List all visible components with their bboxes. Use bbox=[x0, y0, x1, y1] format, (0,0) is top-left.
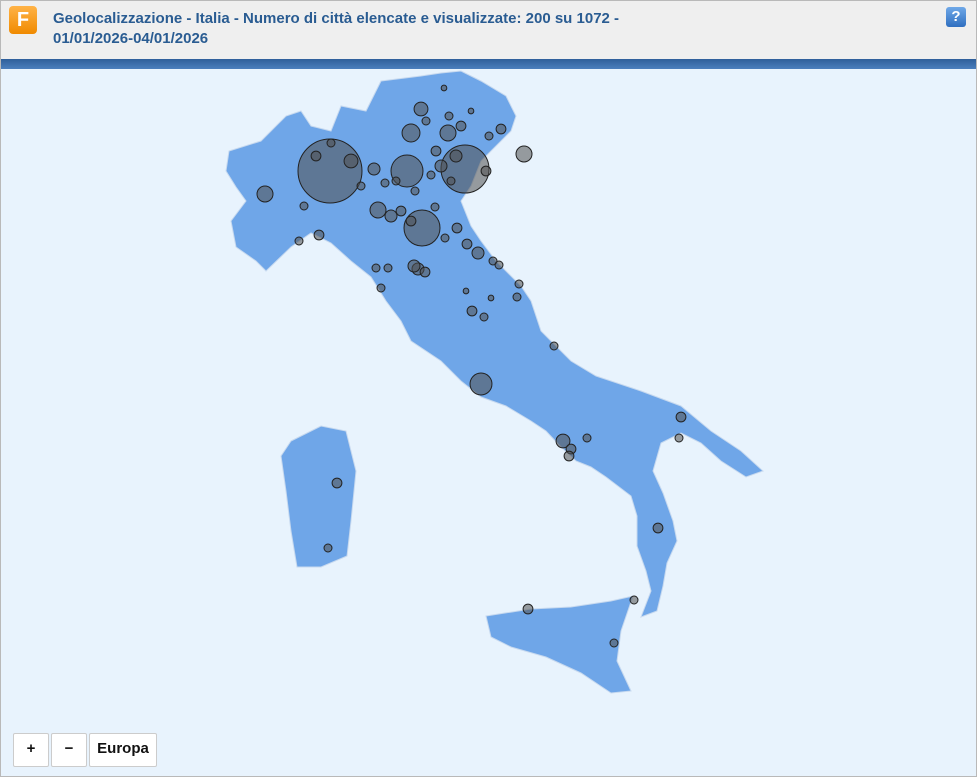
city-marker[interactable] bbox=[582, 433, 592, 443]
city-marker[interactable] bbox=[369, 201, 387, 219]
city-marker[interactable] bbox=[609, 638, 619, 648]
city-marker[interactable] bbox=[391, 176, 401, 186]
city-marker[interactable] bbox=[356, 181, 366, 191]
city-marker[interactable] bbox=[313, 229, 325, 241]
city-marker[interactable] bbox=[434, 159, 448, 173]
city-marker[interactable] bbox=[371, 263, 381, 273]
city-marker[interactable] bbox=[495, 123, 507, 135]
city-marker[interactable] bbox=[512, 292, 522, 302]
city-marker[interactable] bbox=[294, 236, 304, 246]
map bbox=[1, 69, 976, 776]
city-marker[interactable] bbox=[514, 279, 524, 289]
europe-button[interactable]: Europa bbox=[89, 733, 157, 767]
city-marker[interactable] bbox=[413, 101, 429, 117]
city-marker[interactable] bbox=[326, 138, 336, 148]
city-marker[interactable] bbox=[439, 124, 457, 142]
city-marker[interactable] bbox=[376, 283, 386, 293]
city-marker[interactable] bbox=[451, 222, 463, 234]
title-line: Geolocalizzazione - Italia - Numero di c… bbox=[53, 10, 620, 27]
city-marker[interactable] bbox=[407, 259, 421, 273]
city-marker[interactable] bbox=[480, 165, 492, 177]
city-marker[interactable] bbox=[395, 205, 407, 217]
city-marker[interactable] bbox=[446, 176, 456, 186]
city-marker[interactable] bbox=[467, 107, 475, 115]
logo: F bbox=[9, 6, 37, 34]
city-marker[interactable] bbox=[462, 287, 470, 295]
city-marker[interactable] bbox=[515, 145, 533, 163]
city-marker[interactable] bbox=[367, 162, 381, 176]
city-marker[interactable] bbox=[444, 111, 454, 121]
title-line: 01/01/2026-04/01/2026 bbox=[53, 30, 209, 47]
city-marker[interactable] bbox=[426, 170, 436, 180]
city-marker[interactable] bbox=[323, 543, 333, 553]
city-marker[interactable] bbox=[675, 411, 687, 423]
city-marker[interactable] bbox=[455, 120, 467, 132]
header: F Geolocalizzazione - Italia - Numero di… bbox=[1, 1, 976, 59]
city-marker[interactable] bbox=[403, 209, 441, 247]
city-marker[interactable] bbox=[471, 246, 485, 260]
city-marker[interactable] bbox=[629, 595, 639, 605]
city-marker[interactable] bbox=[479, 312, 489, 322]
city-marker[interactable] bbox=[256, 185, 274, 203]
sicily bbox=[485, 595, 634, 694]
header-bar bbox=[1, 59, 976, 69]
city-marker[interactable] bbox=[405, 215, 417, 227]
city-marker[interactable] bbox=[440, 84, 448, 92]
zoom-out-button[interactable]: − bbox=[51, 733, 87, 767]
zoom-in-button[interactable]: + bbox=[13, 733, 49, 767]
markers bbox=[256, 84, 687, 648]
city-marker[interactable] bbox=[383, 263, 393, 273]
city-marker[interactable] bbox=[297, 138, 363, 204]
city-marker[interactable] bbox=[421, 116, 431, 126]
city-marker[interactable] bbox=[674, 433, 684, 443]
city-marker[interactable] bbox=[449, 149, 463, 163]
city-marker[interactable] bbox=[310, 150, 322, 162]
help-button[interactable]: ? bbox=[946, 7, 966, 27]
city-marker[interactable] bbox=[522, 603, 534, 615]
city-marker[interactable] bbox=[484, 131, 494, 141]
city-marker[interactable] bbox=[380, 178, 390, 188]
city-marker[interactable] bbox=[299, 201, 309, 211]
city-marker[interactable] bbox=[384, 209, 398, 223]
city-marker[interactable] bbox=[430, 145, 442, 157]
city-marker[interactable] bbox=[563, 450, 575, 462]
city-marker[interactable] bbox=[487, 294, 495, 302]
city-marker[interactable] bbox=[555, 433, 571, 449]
city-marker[interactable] bbox=[410, 186, 420, 196]
city-marker[interactable] bbox=[430, 202, 440, 212]
city-marker[interactable] bbox=[419, 266, 431, 278]
city-marker[interactable] bbox=[343, 153, 359, 169]
city-marker[interactable] bbox=[440, 233, 450, 243]
city-marker[interactable] bbox=[652, 522, 664, 534]
city-marker[interactable] bbox=[401, 123, 421, 143]
city-marker[interactable] bbox=[331, 477, 343, 489]
city-marker[interactable] bbox=[549, 341, 559, 351]
italy-mainland bbox=[225, 70, 764, 618]
city-marker[interactable] bbox=[494, 260, 504, 270]
city-marker[interactable] bbox=[466, 305, 478, 317]
city-marker[interactable] bbox=[469, 372, 493, 396]
city-marker[interactable] bbox=[461, 238, 473, 250]
sardinia bbox=[280, 425, 357, 568]
